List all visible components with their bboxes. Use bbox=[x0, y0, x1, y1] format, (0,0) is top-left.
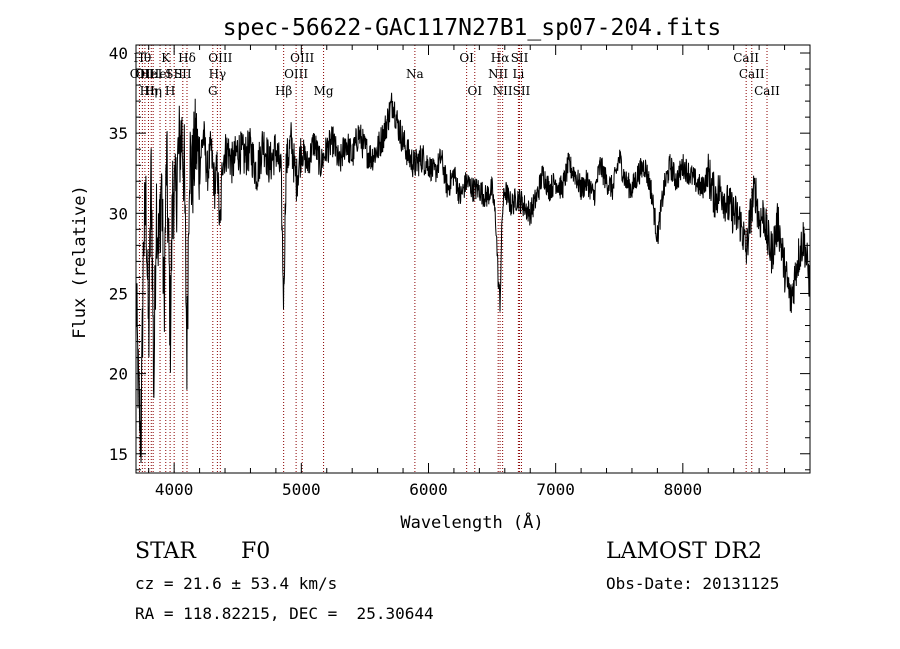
marker-label-4: HeI bbox=[140, 67, 163, 81]
coordinates: RA = 118.82215, DEC = 25.30644 bbox=[135, 604, 434, 623]
marker-label-12: G bbox=[208, 84, 218, 98]
marker-label-8: H bbox=[165, 84, 175, 98]
marker-label-1: Hθ bbox=[134, 51, 152, 65]
marker-label-13: Hγ bbox=[209, 67, 227, 81]
x-axis-label: Wavelength (Å) bbox=[400, 511, 543, 533]
marker-label-24: NII bbox=[493, 84, 513, 98]
y-axis-label: Flux (relative) bbox=[70, 185, 90, 339]
x-tick-label: 4000 bbox=[155, 480, 194, 499]
marker-label-18: Mg bbox=[314, 84, 334, 98]
observation-date: Obs-Date: 20131125 bbox=[606, 574, 780, 593]
x-tick-label: 8000 bbox=[664, 480, 703, 499]
marker-label-5: Hη bbox=[144, 84, 162, 98]
survey-name: LAMOST DR2 bbox=[606, 539, 762, 564]
marker-label-17: OIII bbox=[290, 51, 314, 65]
marker-label-11: Hδ bbox=[178, 51, 196, 65]
marker-label-9: SII bbox=[165, 67, 183, 81]
marker-label-30: CaII bbox=[754, 84, 780, 98]
marker-label-7: K bbox=[161, 51, 171, 65]
marker-label-23: Hα bbox=[491, 51, 510, 65]
marker-label-25: Li bbox=[512, 67, 524, 81]
object-class: STAR bbox=[135, 539, 196, 564]
y-tick-label: 40 bbox=[109, 44, 128, 63]
redshift-velocity: cz = 21.6 ± 53.4 km/s bbox=[135, 574, 338, 593]
x-axis-ticks: 4000 5000 6000 7000 8000 bbox=[148, 45, 811, 499]
marker-label-0: OII bbox=[130, 67, 150, 81]
marker-label-28: CaII bbox=[733, 51, 759, 65]
y-axis-ticks: 15 20 25 30 35 40 bbox=[109, 44, 810, 471]
plot-frame bbox=[135, 44, 811, 474]
marker-label-15: Hβ bbox=[275, 84, 292, 98]
y-tick-label: 15 bbox=[109, 445, 128, 464]
y-tick-label: 30 bbox=[109, 204, 128, 223]
marker-label-21: OI bbox=[467, 84, 482, 98]
marker-label-10: SII bbox=[174, 67, 192, 81]
marker-label-2: OII bbox=[135, 67, 155, 81]
spectral-line-labels: OIIHθOIIHηHeIHηHeIKHSIISIIHδGHγOIIIHβOII… bbox=[130, 51, 780, 98]
chart-title: spec-56622-GAC117N27B1_sp07-204.fits bbox=[223, 15, 722, 41]
marker-label-3: Hη bbox=[140, 84, 158, 98]
marker-label-26: SII bbox=[511, 51, 529, 65]
x-tick-label: 5000 bbox=[282, 480, 321, 499]
y-tick-label: 35 bbox=[109, 124, 128, 143]
marker-label-20: OI bbox=[459, 51, 474, 65]
spectral-subclass: F0 bbox=[241, 539, 271, 564]
x-tick-label: 7000 bbox=[536, 480, 575, 499]
marker-label-22: NII bbox=[488, 67, 508, 81]
marker-label-14: OIII bbox=[208, 51, 232, 65]
marker-label-6: HeI bbox=[149, 67, 172, 81]
x-tick-label: 6000 bbox=[409, 480, 448, 499]
spectrum-series-line bbox=[135, 92, 811, 464]
spectral-line-markers bbox=[138, 45, 768, 473]
marker-label-19: Na bbox=[406, 67, 424, 81]
marker-label-16: OIII bbox=[284, 67, 308, 81]
y-tick-label: 20 bbox=[109, 365, 128, 384]
marker-label-29: CaII bbox=[739, 67, 765, 81]
marker-label-27: SII bbox=[513, 84, 531, 98]
y-tick-label: 25 bbox=[109, 284, 128, 303]
